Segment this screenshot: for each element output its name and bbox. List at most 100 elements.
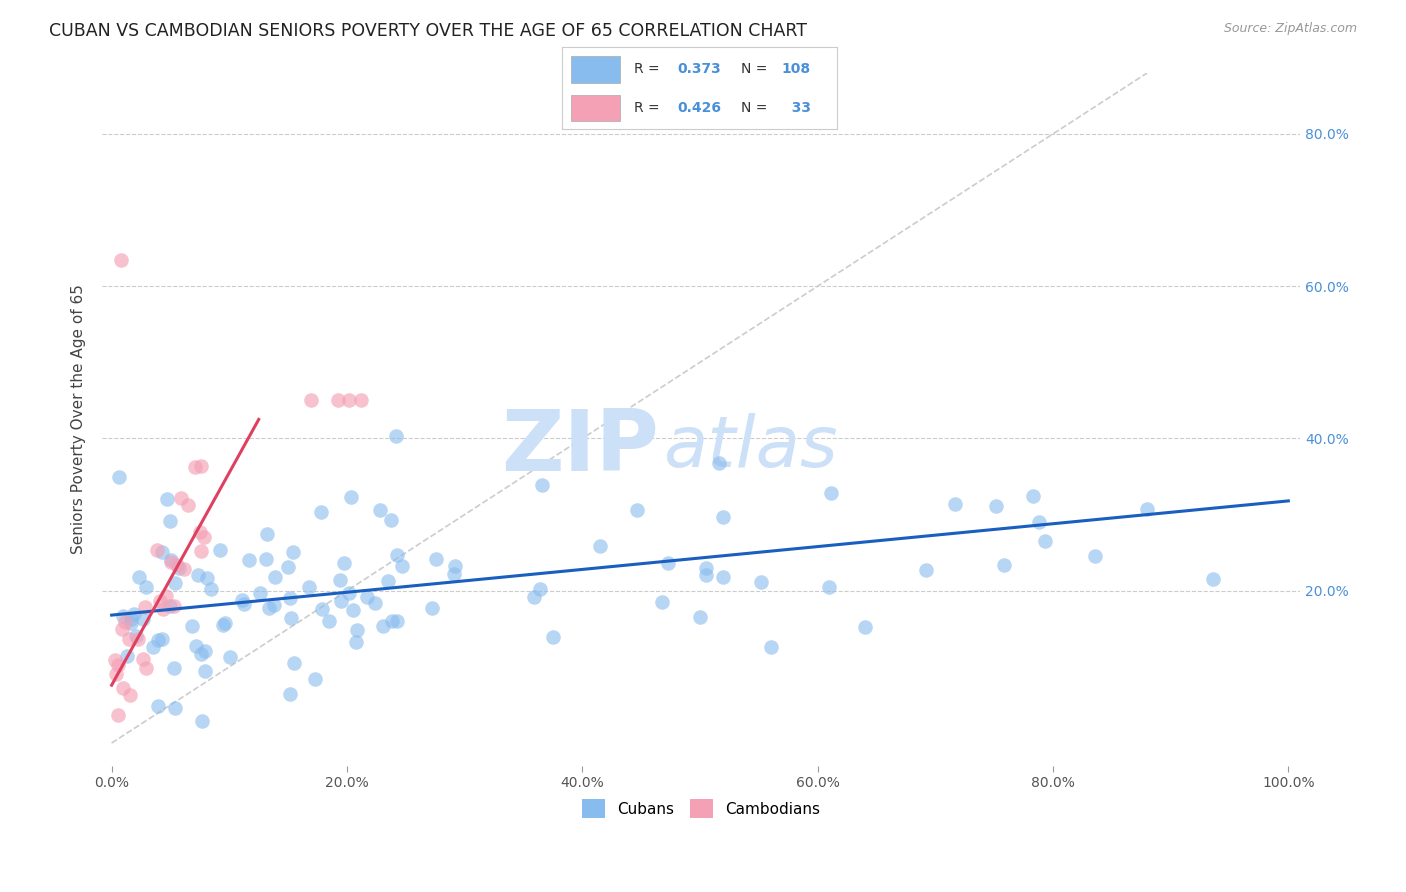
- Point: [651, 595, 673, 609]
- Point: [155, 589, 177, 603]
- Point: [1021, 489, 1043, 503]
- Point: [695, 561, 717, 575]
- Point: [162, 599, 184, 614]
- Point: [135, 660, 157, 674]
- Point: [238, 552, 260, 566]
- Point: [346, 635, 368, 649]
- Text: CUBAN VS CAMBODIAN SENIORS POVERTY OVER THE AGE OF 65 CORRELATION CHART: CUBAN VS CAMBODIAN SENIORS POVERTY OVER …: [49, 22, 807, 40]
- Point: [326, 393, 349, 408]
- Point: [443, 567, 465, 582]
- Point: [281, 545, 304, 559]
- Point: [135, 580, 157, 594]
- Point: [444, 559, 467, 574]
- Point: [1033, 534, 1056, 549]
- Point: [385, 614, 408, 628]
- Point: [194, 664, 217, 678]
- Point: [231, 593, 253, 607]
- Point: [420, 601, 443, 615]
- Point: [132, 612, 155, 626]
- Point: [278, 687, 301, 701]
- Point: [1202, 572, 1225, 586]
- Point: [120, 688, 142, 702]
- Point: [257, 601, 280, 615]
- Point: [817, 581, 839, 595]
- Point: [181, 618, 204, 632]
- Point: [120, 611, 142, 625]
- Point: [152, 632, 174, 646]
- Text: 108: 108: [782, 62, 811, 77]
- Point: [188, 524, 211, 539]
- Point: [167, 561, 190, 575]
- Point: [1028, 515, 1050, 529]
- Text: Source: ZipAtlas.com: Source: ZipAtlas.com: [1223, 22, 1357, 36]
- Point: [342, 603, 364, 617]
- Point: [695, 567, 717, 582]
- Point: [339, 490, 361, 504]
- Point: [152, 601, 174, 615]
- Text: 0.373: 0.373: [678, 62, 721, 77]
- Point: [523, 590, 546, 604]
- Point: [707, 456, 730, 470]
- Point: [146, 699, 169, 714]
- Point: [391, 558, 413, 573]
- Point: [209, 542, 232, 557]
- Point: [713, 510, 735, 524]
- Point: [311, 602, 333, 616]
- Point: [184, 459, 207, 474]
- Point: [543, 631, 565, 645]
- FancyBboxPatch shape: [571, 56, 620, 83]
- Point: [107, 658, 129, 673]
- Point: [711, 570, 734, 584]
- Point: [1084, 549, 1107, 563]
- Point: [364, 596, 387, 610]
- Point: [333, 556, 356, 570]
- Point: [159, 599, 181, 614]
- Point: [159, 553, 181, 567]
- Point: [529, 582, 551, 597]
- Point: [212, 617, 235, 632]
- Point: [127, 632, 149, 646]
- Point: [120, 616, 142, 631]
- Point: [346, 624, 368, 638]
- Point: [657, 557, 679, 571]
- Text: ZIP: ZIP: [502, 406, 659, 489]
- Point: [200, 582, 222, 596]
- Text: N =: N =: [741, 101, 772, 115]
- Text: R =: R =: [634, 101, 664, 115]
- Point: [329, 573, 352, 587]
- Text: 33: 33: [782, 101, 811, 115]
- Point: [385, 429, 408, 443]
- Point: [280, 611, 302, 625]
- Point: [190, 459, 212, 474]
- Point: [190, 647, 212, 661]
- Point: [297, 580, 319, 594]
- Point: [986, 499, 1008, 513]
- Text: 0.426: 0.426: [678, 101, 721, 115]
- Point: [425, 552, 447, 566]
- Point: [943, 497, 966, 511]
- Point: [626, 503, 648, 517]
- Point: [114, 615, 136, 629]
- Point: [277, 559, 299, 574]
- Point: [254, 552, 277, 566]
- Point: [125, 629, 148, 643]
- Point: [108, 469, 131, 483]
- Point: [337, 393, 360, 408]
- Point: [111, 622, 134, 636]
- Point: [112, 608, 135, 623]
- Point: [122, 607, 145, 621]
- Point: [759, 640, 782, 655]
- Point: [299, 393, 322, 408]
- Point: [993, 558, 1015, 573]
- Point: [263, 598, 285, 612]
- Point: [373, 619, 395, 633]
- Point: [853, 620, 876, 634]
- Y-axis label: Seniors Poverty Over the Age of 65: Seniors Poverty Over the Age of 65: [72, 285, 86, 554]
- Point: [131, 652, 153, 666]
- Point: [104, 667, 127, 681]
- Legend: Cubans, Cambodians: Cubans, Cambodians: [576, 793, 827, 824]
- Point: [190, 544, 212, 558]
- Text: R =: R =: [634, 62, 664, 77]
- Point: [159, 514, 181, 528]
- Point: [107, 708, 129, 723]
